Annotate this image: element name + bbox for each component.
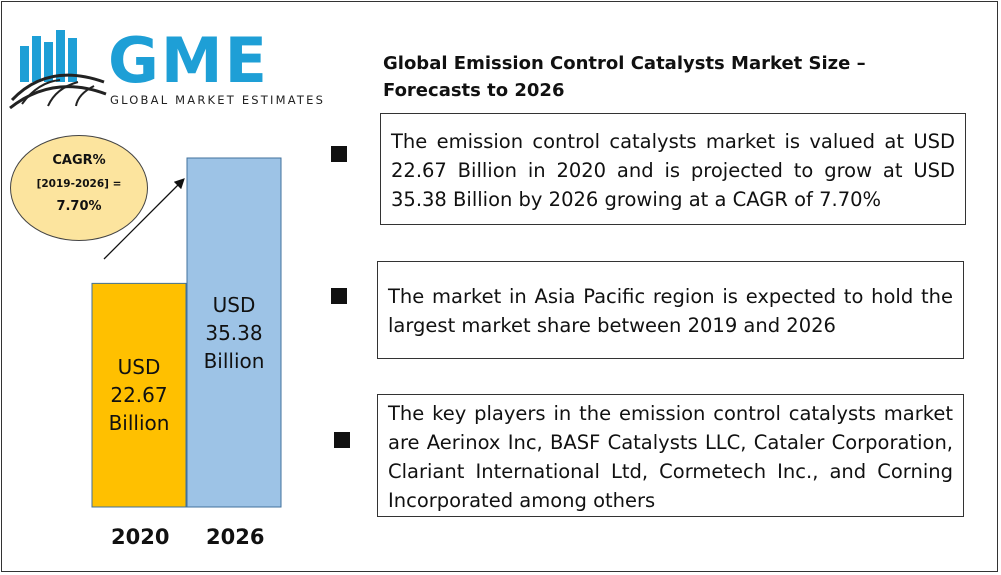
growth-arrow	[103, 178, 185, 260]
x-tick-label: 2020	[111, 525, 170, 549]
cagr-value: 7.70%	[56, 199, 102, 214]
page-title: Global Emission Control Catalysts Market…	[383, 53, 866, 101]
bullet-icon	[331, 146, 347, 162]
bar-2020	[91, 282, 187, 508]
point-text-3: The key players in the emission control …	[388, 402, 953, 512]
logo-tagline: GLOBAL MARKET ESTIMATES	[110, 93, 326, 107]
bar-value-label: USD 35.38 Billion	[203, 292, 265, 373]
cagr-period: [2019-2026] =	[36, 178, 122, 190]
point-box-1: The emission control catalysts market is…	[380, 113, 966, 225]
bar-value-label: USD 22.67 Billion	[108, 355, 170, 436]
market-size-chart	[91, 157, 282, 508]
point-box-3: The key players in the emission control …	[377, 394, 964, 517]
bullet-icon	[331, 288, 347, 304]
point-text-1: The emission control catalysts market is…	[391, 130, 955, 211]
x-tick-label: 2026	[206, 525, 265, 549]
point-box-2: The market in Asia Pacific region is exp…	[377, 261, 964, 359]
point-text-2: The market in Asia Pacific region is exp…	[388, 285, 953, 337]
bullet-icon	[334, 432, 350, 448]
logo-wordmark: GME	[108, 24, 269, 97]
bar-2026	[186, 157, 282, 508]
globe-bars-icon	[9, 30, 107, 110]
cagr-badge: CAGR% [2019-2026] = 7.70%	[10, 135, 148, 241]
cagr-label: CAGR%	[52, 153, 106, 168]
